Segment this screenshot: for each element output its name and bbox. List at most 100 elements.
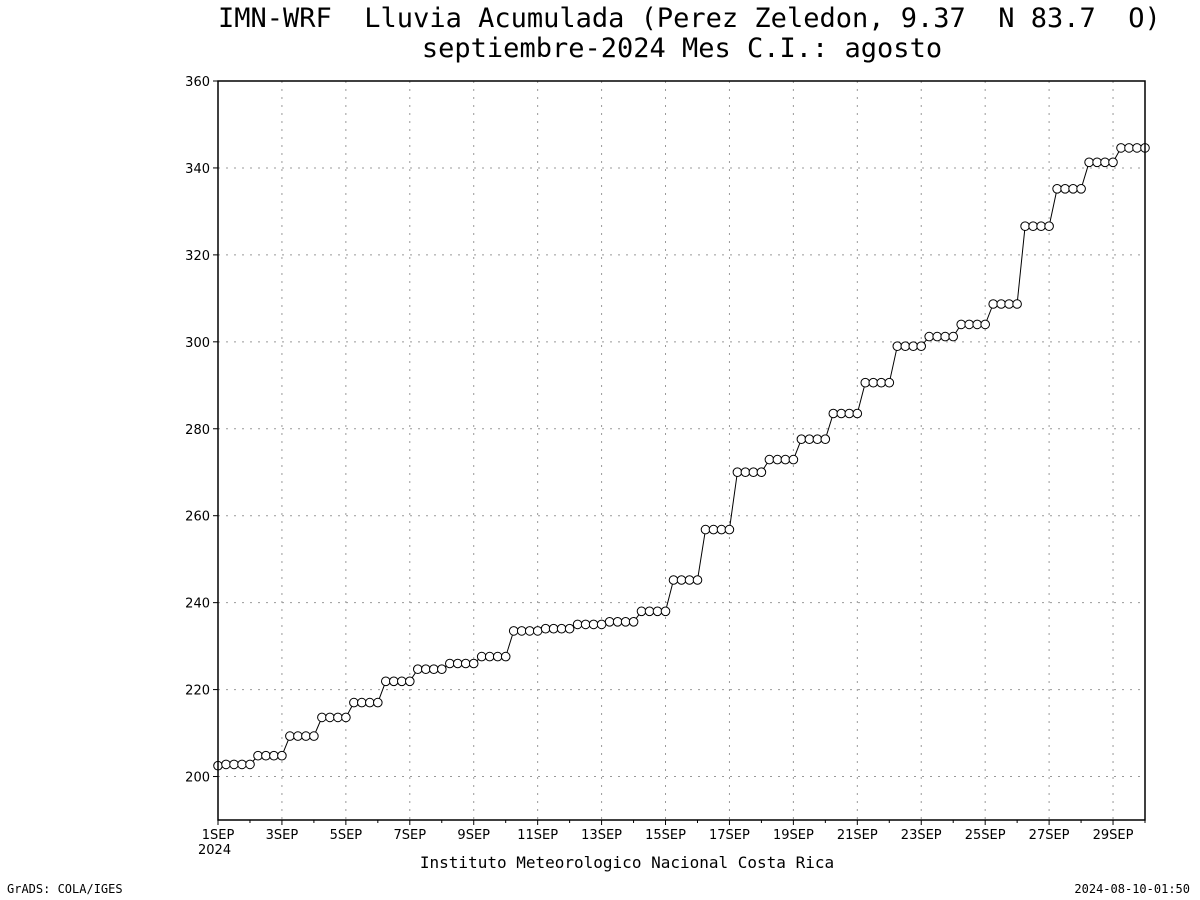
data-point — [301, 731, 311, 741]
data-point — [908, 341, 919, 352]
data-point — [269, 750, 279, 761]
data-point — [892, 341, 903, 352]
grid — [218, 81, 1145, 820]
x-tick-label: 9SEP — [457, 828, 490, 843]
data-point — [876, 377, 887, 388]
data-point — [341, 712, 351, 723]
data-point — [660, 606, 671, 617]
y-tick-label: 320 — [185, 249, 210, 264]
data-point — [804, 434, 815, 445]
data-point — [716, 524, 727, 535]
x-tick-label: 11SEP — [517, 828, 558, 843]
data-point — [868, 377, 879, 388]
chart-title: IMN-WRF Lluvia Acumulada (Perez Zeledon,… — [218, 3, 1161, 34]
data-point — [916, 341, 927, 352]
data-point — [357, 697, 367, 708]
data-point — [948, 331, 959, 342]
data-point — [516, 626, 527, 636]
data-point — [972, 319, 983, 330]
data-point — [1012, 299, 1022, 309]
data-point — [1004, 299, 1014, 309]
data-point — [500, 651, 511, 662]
data-markers — [213, 143, 1150, 771]
data-point — [676, 575, 687, 585]
x-axis: 1SEP 3SEP 5SEP 7SEP 9SEP 11SEP 13SEP 15SEP 17SEP… — [202, 820, 1146, 843]
x-tick-label: 5SEP — [330, 828, 363, 843]
data-point — [732, 467, 743, 478]
data-point — [1028, 221, 1038, 231]
data-point — [540, 623, 551, 634]
data-point — [692, 575, 703, 585]
data-point — [580, 619, 591, 630]
x-tick-label: 17SEP — [709, 828, 750, 843]
data-point — [684, 575, 695, 585]
x-tick-label: 29SEP — [1093, 828, 1134, 843]
data-point — [468, 658, 479, 669]
data-point — [668, 575, 679, 585]
data-point — [261, 750, 271, 761]
data-point — [317, 712, 327, 723]
data-point — [445, 658, 455, 669]
data-point — [508, 626, 519, 636]
x-tick-label: 27SEP — [1029, 828, 1070, 843]
x-tick-label: 25SEP — [965, 828, 1006, 843]
series-line-layer — [217, 147, 1145, 767]
data-point — [644, 606, 655, 617]
data-point — [437, 664, 447, 675]
data-point — [476, 651, 487, 662]
data-point — [532, 626, 543, 636]
data-point — [1020, 221, 1030, 231]
plot-frame — [217, 80, 1146, 821]
data-point — [349, 697, 359, 708]
data-point — [373, 697, 383, 708]
data-point — [900, 341, 911, 352]
data-point — [229, 759, 239, 770]
data-point — [524, 626, 535, 636]
generation-timestamp: 2024-08-10-01:50 — [1074, 882, 1190, 896]
data-point — [1076, 184, 1086, 194]
data-point — [492, 651, 503, 662]
data-point — [764, 454, 775, 465]
data-point — [413, 664, 423, 675]
data-point — [389, 676, 399, 687]
y-tick-label: 240 — [185, 597, 210, 612]
data-point — [1052, 184, 1062, 194]
data-point — [708, 524, 719, 535]
y-tick-label: 220 — [185, 684, 210, 699]
y-tick-label: 200 — [185, 771, 210, 786]
data-point — [1068, 184, 1078, 194]
data-point — [1116, 143, 1126, 153]
y-tick-label: 360 — [185, 75, 210, 90]
data-point — [956, 319, 967, 330]
data-point — [596, 619, 607, 630]
data-point — [884, 377, 895, 388]
data-point — [1124, 143, 1134, 153]
data-point — [748, 467, 759, 478]
data-point — [772, 454, 783, 465]
data-point — [988, 299, 999, 309]
x-tick-label: 3SEP — [266, 828, 299, 843]
data-point — [253, 750, 263, 761]
y-tick-label: 260 — [185, 510, 210, 525]
data-point — [277, 750, 287, 761]
data-point — [740, 467, 751, 478]
data-point — [860, 377, 871, 388]
data-point — [924, 331, 935, 342]
data-point — [796, 434, 807, 445]
data-point — [636, 606, 647, 617]
data-point — [612, 617, 623, 627]
data-point — [1036, 221, 1046, 231]
data-point — [932, 331, 943, 342]
data-point — [460, 658, 471, 669]
y-tick-label: 300 — [185, 336, 210, 351]
data-point — [940, 331, 951, 342]
data-point — [309, 731, 319, 741]
data-point — [221, 759, 231, 770]
data-point — [788, 454, 799, 465]
x-tick-label: 15SEP — [645, 828, 686, 843]
x-tick-label: 13SEP — [581, 828, 622, 843]
x-tick-label: 21SEP — [837, 828, 878, 843]
software-credit: GrADS: COLA/IGES — [7, 882, 123, 896]
x-axis-year-label: 2024 — [198, 843, 232, 858]
